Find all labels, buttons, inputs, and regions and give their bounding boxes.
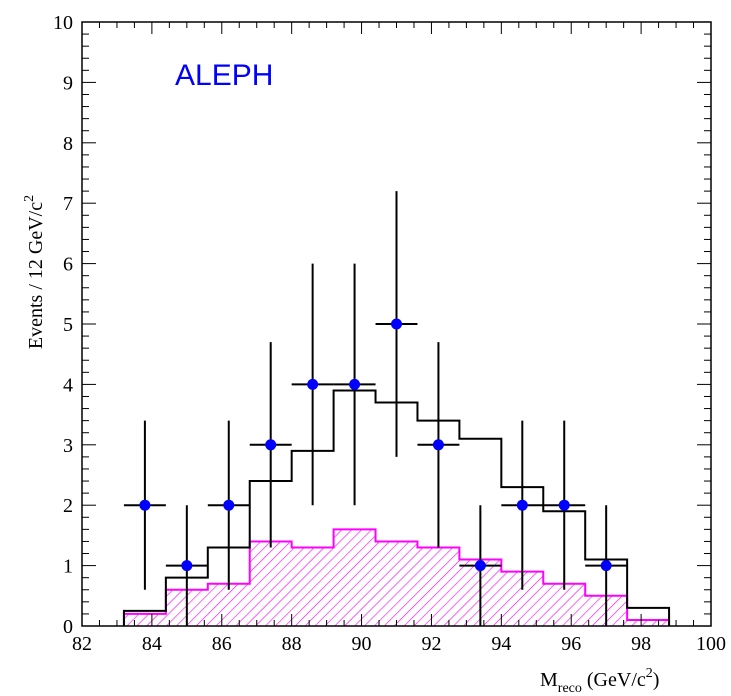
data-points [123,191,628,626]
data-point [265,439,277,451]
x-tick-label: 86 [212,633,232,655]
x-tick-label: 88 [282,633,302,655]
data-point [432,439,444,451]
x-tick-label: 82 [72,633,92,655]
data-point [307,378,319,390]
background-bar [333,529,376,626]
x-tick-label: 92 [421,633,441,655]
data-point [181,560,193,572]
experiment-label: ALEPH [175,59,273,92]
data-point [139,499,151,511]
x-tick-label: 100 [696,633,726,655]
background-bar [207,583,250,626]
y-tick-label: 2 [63,495,73,517]
background-bar [627,619,670,626]
x-axis-title: Mreco (GeV/c2) [540,666,659,696]
y-tick-label: 10 [53,12,73,34]
data-point [516,499,528,511]
x-tick-label: 94 [491,633,511,655]
y-tick-label: 1 [63,556,73,578]
background-bar [417,547,460,626]
background-bar [123,613,166,626]
data-point [391,318,402,330]
background-bar [291,547,334,626]
y-tick-label: 5 [63,314,73,336]
y-tick-label: 6 [63,254,73,276]
x-tick-label: 96 [561,633,581,655]
y-tick-label: 8 [63,133,73,155]
data-point [474,560,486,572]
data-point [349,378,361,390]
y-tick-label: 0 [63,616,73,638]
x-tick-label: 98 [631,633,651,655]
background-bar [543,583,586,626]
background-bar [375,541,418,626]
background-outline [122,528,671,626]
data-point [223,499,235,511]
y-tick-label: 4 [63,374,73,396]
data-point [600,560,612,572]
tick-labels: 82 84 86 88 90 92 94 96 98 100 0 1 2 3 4 5 6 7 8 9 10 [53,12,726,655]
background-bar [249,541,292,626]
axis-ticks [81,21,712,627]
x-tick-label: 90 [352,633,372,655]
y-tick-label: 9 [63,72,73,94]
data-point [558,499,570,511]
y-axis-title: Events / 12 GeV/c2 [22,195,47,349]
x-tick-label: 84 [142,633,162,655]
y-tick-label: 7 [63,193,73,215]
y-tick-label: 3 [63,435,73,457]
